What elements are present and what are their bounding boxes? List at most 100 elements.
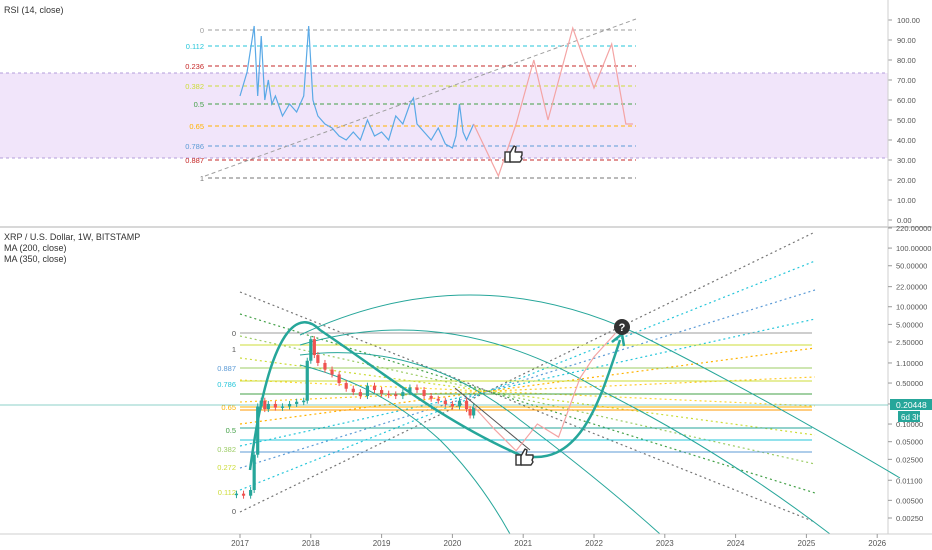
rsi-axis-ticks: 100.00 90.00 80.00 70.00 60.00 50.00 40.00 30.0…: [888, 16, 920, 225]
candle-body-14: [309, 339, 313, 361]
time-axis[interactable]: 2017 2018 2019 2020 2021 2022 2023 2024 2025 2026: [231, 534, 887, 548]
candle-body-2: [249, 490, 253, 496]
rsi-tick-label-1: 90.00: [897, 36, 916, 45]
countdown-value: 6d 3h: [901, 413, 921, 422]
price-tick-label-15: 0.00250: [896, 514, 923, 523]
candle-body-10: [287, 403, 292, 407]
time-tick-label-8: 2025: [798, 539, 816, 548]
fib-arc-inner: [299, 352, 661, 535]
price-tick-label-12: 0.02500: [896, 455, 923, 464]
price-panel[interactable]: 0 1 0.887 0.786 0.65 0.5 0.382 0.272 0.112 0 ? XR…: [0, 224, 932, 535]
rsi-fib-levels: 0 0.112 0.236 0.382 0.5 0.65 0.786 0.887 1: [185, 26, 636, 183]
candle-body-8: [273, 403, 277, 408]
candle-body-4: [256, 406, 260, 455]
rsi-tick-label-0: 100.00: [897, 16, 920, 25]
candle-body-6: [263, 400, 267, 410]
candle-body-17: [323, 362, 327, 370]
time-tick-label-2: 2019: [373, 539, 391, 548]
candle-body-38: [468, 409, 472, 416]
rsi-tick-label-8: 20.00: [897, 176, 916, 185]
price-tick-label-14: 0.00500: [896, 496, 923, 505]
rsi-projection-line: [473, 25, 633, 178]
price-fib-label-3: 0.786: [217, 380, 236, 389]
fib-arc-outer: [299, 294, 901, 479]
candle-body-15: [312, 339, 316, 356]
rsi-panel[interactable]: 0 0.112 0.236 0.382 0.5 0.65 0.786 0.887 1 RSI (…: [0, 5, 920, 225]
countdown-tag: 6d 3h: [898, 411, 921, 422]
price-axis-ticks: 220.00000 100.00000 50.00000 22.00000 10.000…: [888, 224, 931, 523]
candle-body-1: [241, 493, 246, 496]
fib-arc-low: [299, 364, 511, 535]
time-tick-label-3: 2020: [444, 539, 462, 548]
rsi-fib-label-3: 0.382: [185, 82, 204, 91]
fib-channel-9: [239, 313, 816, 494]
price-fib-label-1: 1: [232, 345, 236, 354]
ma200-label: MA (200, close): [4, 243, 67, 253]
price-fib-label-9: 0: [232, 507, 236, 516]
ma350-label: MA (350, close): [4, 254, 67, 264]
price-tick-label-4: 10.00000: [896, 303, 927, 312]
candle-body-11: [295, 401, 299, 404]
svg-text:?: ?: [619, 322, 626, 334]
candle-body-18: [330, 369, 334, 375]
candle-body-20: [344, 383, 348, 389]
price-title: XRP / U.S. Dollar, 1W, BITSTAMP: [4, 232, 140, 242]
fib-channel-1: [239, 260, 816, 491]
fib-channel-lines: [239, 231, 816, 523]
current-price-tag: 0.20448: [890, 399, 932, 410]
rsi-tick-label-9: 10.00: [897, 196, 916, 205]
price-fib-label-7: 0.272: [217, 463, 236, 472]
candle-body-26: [387, 393, 391, 396]
price-tick-label-7: 1.10000: [896, 359, 923, 368]
price-fib-label-8: 0.112: [218, 488, 236, 497]
price-fib-label-5: 0.5: [226, 426, 236, 435]
rsi-fib-label-2: 0.236: [185, 62, 204, 71]
price-tick-label-5: 5.00000: [896, 320, 923, 329]
price-tick-label-13: 0.01100: [896, 476, 923, 485]
candle-body-30: [415, 387, 419, 391]
time-tick-label-6: 2023: [656, 539, 674, 548]
candle-body-25: [380, 390, 384, 394]
rsi-fib-label-6: 0.786: [185, 142, 204, 151]
price-fib-label-4: 0.65: [221, 403, 236, 412]
candle-body-0: [234, 493, 239, 496]
candle-body-31: [422, 390, 426, 397]
fib-channel-3: [239, 318, 816, 447]
rsi-fib-label-1: 0.112: [186, 42, 204, 51]
price-fib-label-0: 0: [232, 329, 236, 338]
candle-body-36: [457, 400, 462, 407]
time-tick-label-0: 2017: [231, 539, 249, 548]
rsi-tick-label-2: 80.00: [897, 56, 916, 65]
price-tick-label-2: 50.00000: [896, 262, 927, 271]
candle-body-32: [429, 396, 433, 399]
fib-channel-7: [239, 357, 816, 436]
candle-body-34: [443, 400, 447, 404]
rsi-tick-label-10: 0.00: [897, 216, 912, 225]
time-tick-label-7: 2024: [727, 539, 745, 548]
price-thumbs-up-icon: [515, 448, 534, 466]
price-fib-label-2: 0.887: [217, 364, 236, 373]
candle-body-27: [394, 394, 398, 397]
price-tick-label-10: 0.10000: [896, 420, 923, 429]
rsi-fib-label-8: 1: [200, 174, 204, 183]
candle-body-23: [365, 385, 370, 397]
candle-body-7: [266, 403, 270, 410]
fib-level-labels: 0 1 0.887 0.786 0.65 0.5 0.382 0.272 0.112 0: [217, 329, 236, 516]
fib-channel-6: [239, 379, 816, 407]
rsi-tick-label-5: 50.00: [897, 116, 916, 125]
candle-body-33: [436, 398, 440, 401]
candle-body-28: [401, 392, 405, 397]
question-mark-icon: ?: [614, 319, 630, 335]
candle-body-12: [302, 400, 306, 403]
fib-channel-8: [239, 335, 816, 465]
fib-arcs: [299, 294, 901, 535]
current-price-value: 0.20448: [896, 400, 927, 410]
fib-channel-2: [239, 289, 816, 469]
candle-body-29: [408, 387, 412, 393]
rsi-fib-label-7: 0.887: [185, 156, 204, 165]
rsi-tick-label-3: 70.00: [897, 76, 916, 85]
price-tick-label-3: 22.00000: [896, 283, 927, 292]
price-diagonal-trend: [454, 387, 531, 451]
time-tick-label-5: 2022: [585, 539, 603, 548]
